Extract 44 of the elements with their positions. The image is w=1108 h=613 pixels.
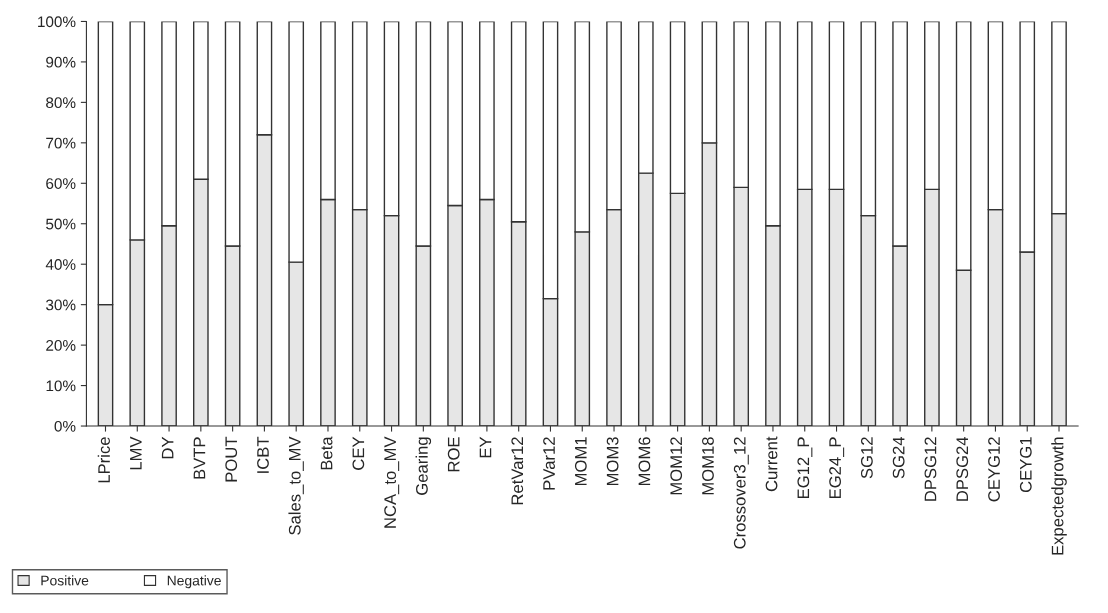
- x-tick-label: Current: [765, 436, 778, 492]
- x-tick-label: BVTP: [193, 437, 206, 479]
- x-tick-label: MOM6: [638, 437, 651, 486]
- x-tick-label: ROE: [447, 437, 460, 472]
- y-tick-label: 30%: [46, 299, 76, 311]
- y-tick-label: 20%: [46, 339, 76, 351]
- x-tick-label: EG24_P: [829, 437, 845, 499]
- x-tick-label: POUT: [225, 436, 238, 482]
- y-tick-label: 10%: [46, 380, 76, 392]
- x-tick-label: Sales_to_MV: [288, 436, 304, 535]
- x-tick-label: Crossover3_12: [733, 437, 749, 549]
- x-tick-label: RetVar12: [511, 437, 524, 505]
- x-tick-label: EY: [479, 436, 492, 458]
- x-tick-label: DPSG12: [924, 437, 937, 501]
- x-tick-label: DY: [161, 436, 174, 459]
- x-tick-label: LMV: [130, 436, 142, 470]
- x-tick-label: SG24: [892, 436, 905, 479]
- y-tick-label: 80%: [46, 97, 76, 109]
- y-tick-label: 50%: [46, 218, 76, 230]
- x-tick-label: EG12_P: [797, 437, 813, 499]
- x-tick-label: CEY: [352, 436, 365, 470]
- x-tick-label: Gearing: [415, 437, 432, 495]
- x-tick-label: LPrice: [97, 437, 110, 483]
- x-tick-label: CEYG12: [988, 437, 1000, 502]
- y-tick-label: 100%: [38, 16, 76, 28]
- x-tick-label: NCA_to_MV: [384, 436, 400, 528]
- x-tick-label: DPSG24: [956, 436, 969, 501]
- x-tick-label: PVar12: [543, 437, 555, 490]
- legend-label: Negative: [167, 575, 221, 589]
- y-tick-label: 0%: [54, 420, 76, 432]
- x-tick-label: ICBT: [257, 436, 269, 473]
- x-tick-label: MOM18: [702, 437, 714, 495]
- x-tick-label: MOM3: [606, 437, 619, 486]
- y-tick-label: 90%: [46, 56, 76, 68]
- y-tick-label: 60%: [46, 178, 76, 189]
- x-tick-label: Beta: [320, 436, 333, 470]
- y-tick-label: 70%: [46, 137, 76, 149]
- y-tick-label: 40%: [45, 259, 76, 270]
- x-tick-label: CEYG1: [1019, 437, 1032, 493]
- legend-label: Positive: [41, 575, 89, 586]
- x-tick-label: MOM1: [574, 437, 587, 486]
- x-tick-label: MOM12: [670, 437, 683, 495]
- x-tick-label: SG12: [860, 437, 873, 479]
- x-tick-label: Expectedgrowth: [1051, 437, 1067, 555]
